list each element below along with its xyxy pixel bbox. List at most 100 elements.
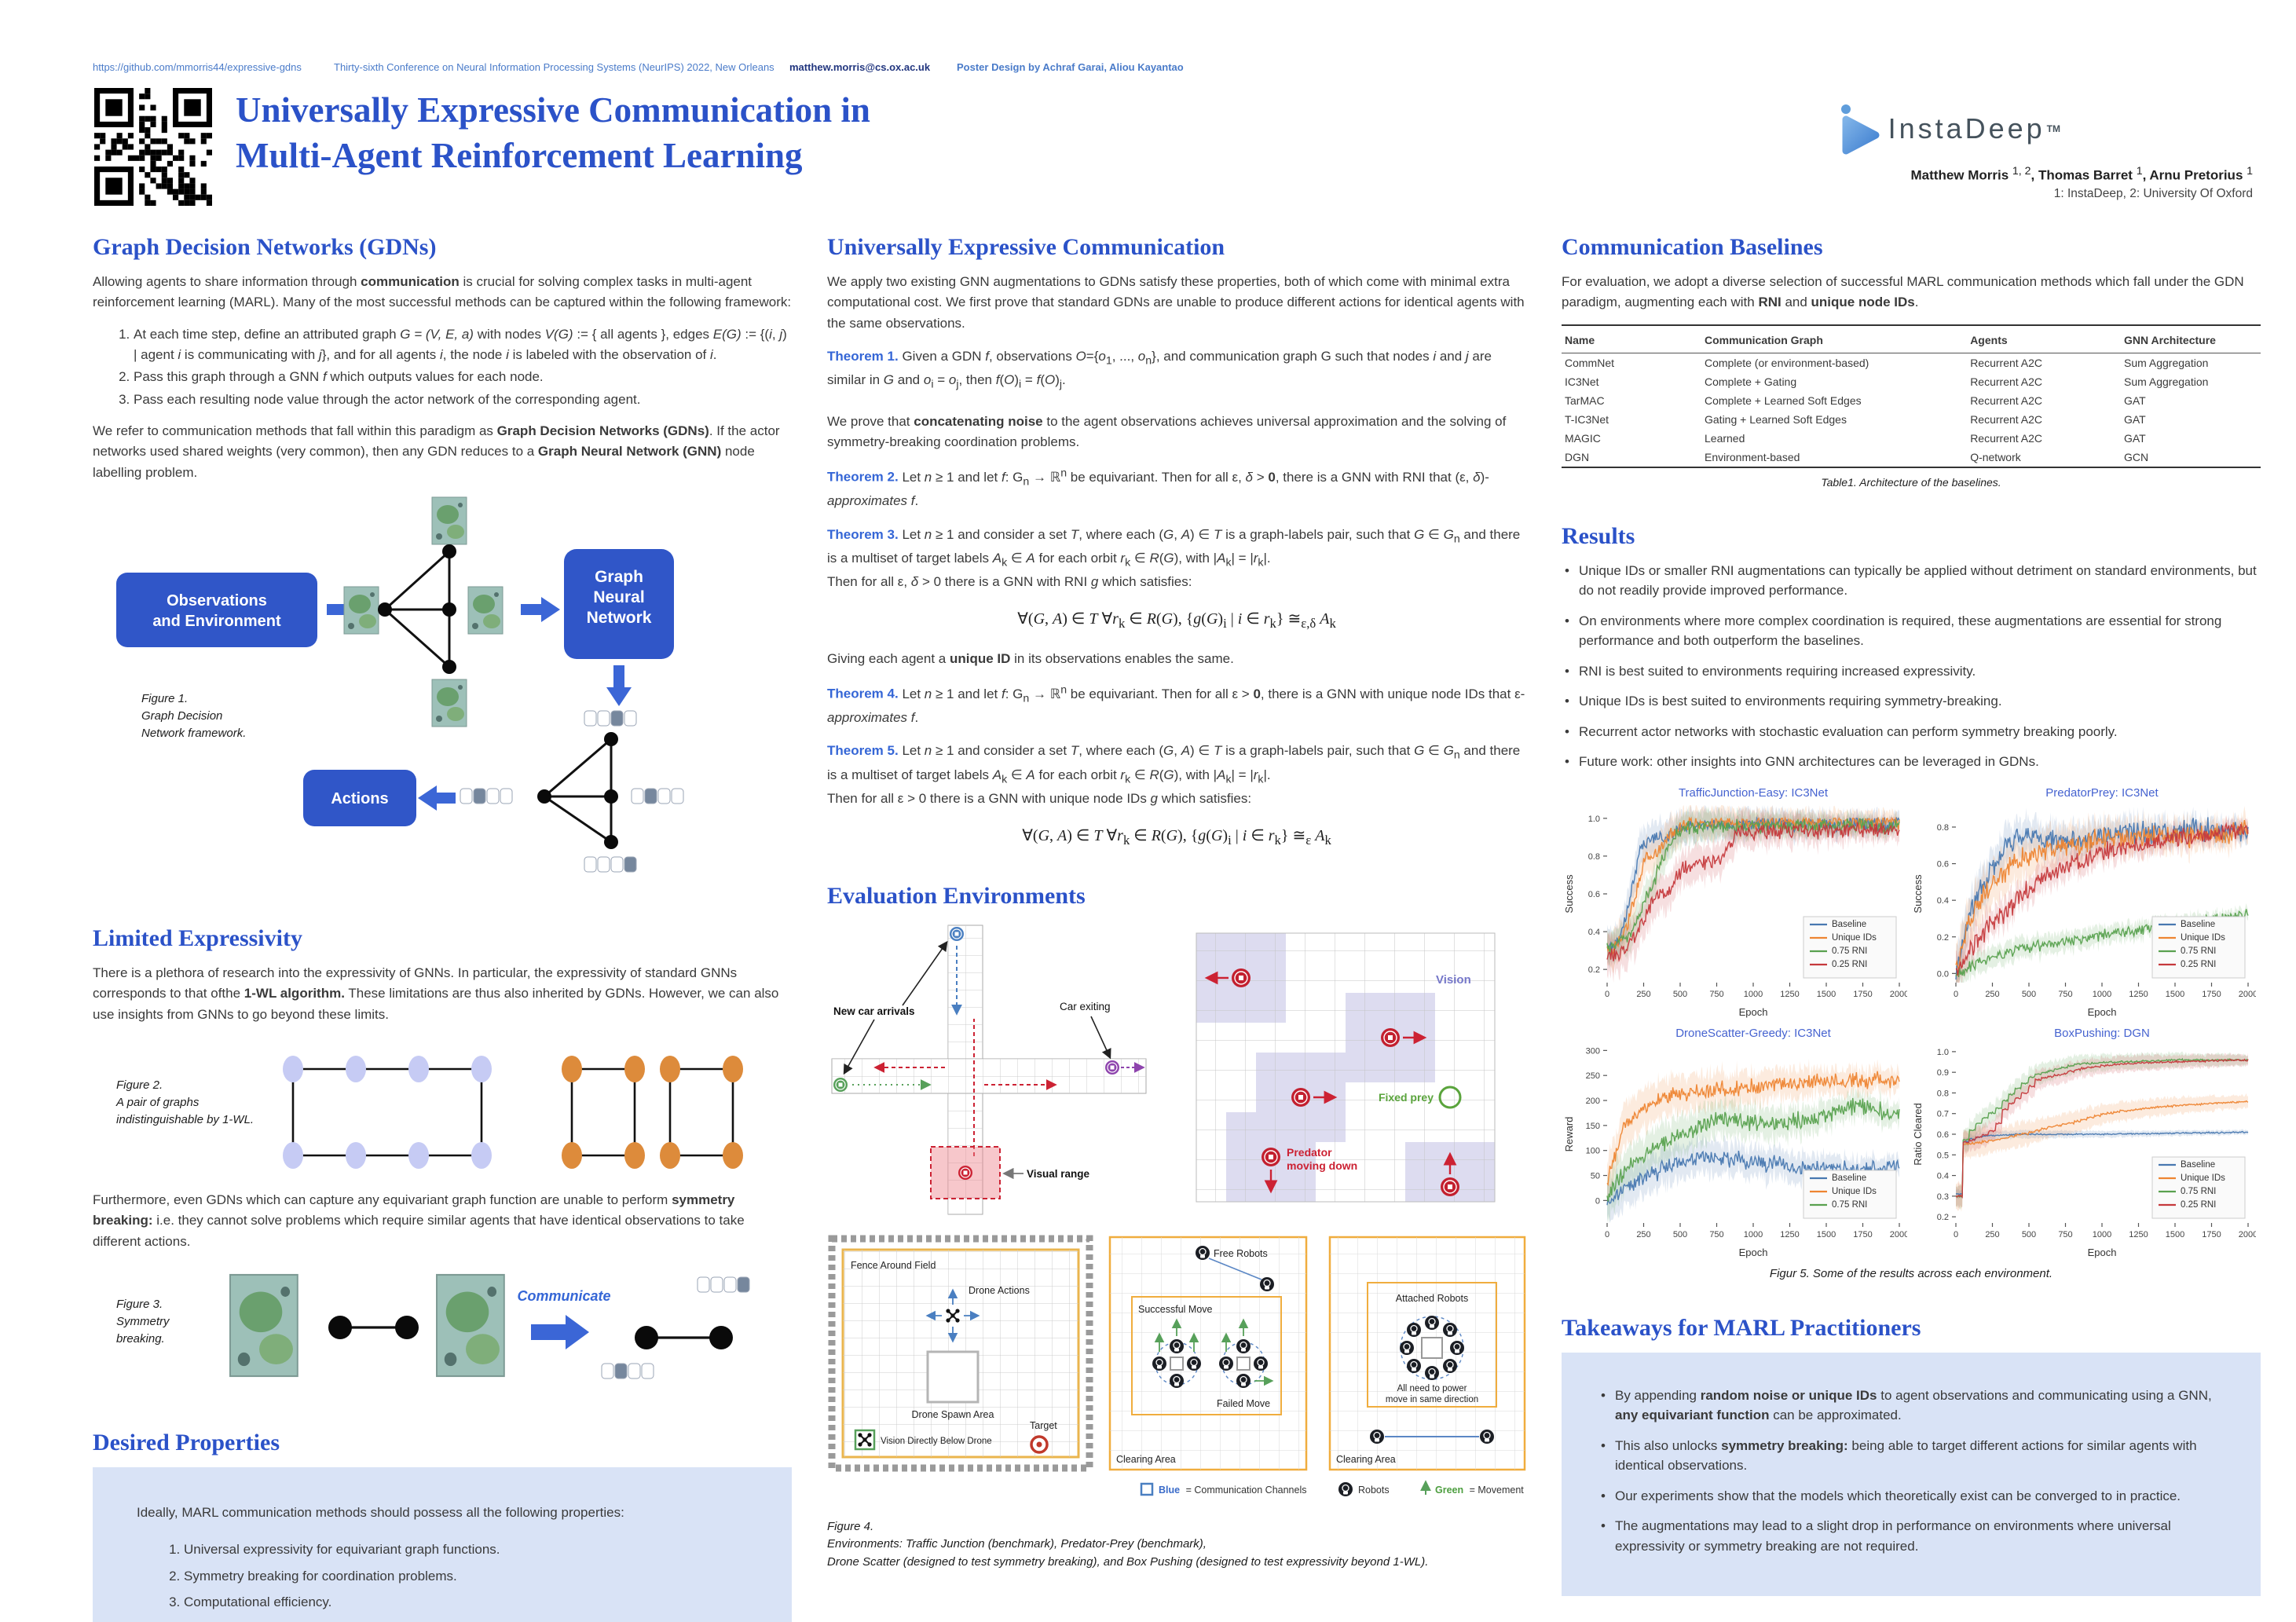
svg-text:0.25 RNI: 0.25 RNI <box>2181 1200 2216 1210</box>
table-header-cell: GNN Architecture <box>2120 324 2261 353</box>
svg-text:0.75 RNI: 0.75 RNI <box>1832 946 1867 956</box>
svg-text:1750: 1750 <box>2202 990 2221 999</box>
env-tile-icon <box>431 679 467 727</box>
communicate-arrow-icon <box>531 1315 589 1350</box>
svg-text:250: 250 <box>1586 1071 1600 1081</box>
actions-box-label: Actions <box>331 790 388 807</box>
legend-green-rest: = Movement <box>1470 1485 1525 1496</box>
cell-comm-graph: Gating + Learned Soft Edges <box>1705 412 1847 426</box>
gdn-intro: Allowing agents to share information thr… <box>93 274 792 310</box>
svg-text:0.75 RNI: 0.75 RNI <box>1832 1200 1867 1210</box>
theorem-2: Theorem 2. Let n ≥ 1 and let f: Gn → ℝn … <box>827 465 1526 511</box>
arrow-right-icon <box>521 597 560 623</box>
fence-label: Fence Around Field <box>851 1260 936 1271</box>
theorem-1: Theorem 1. Given a GDN f, observations O… <box>827 346 1526 394</box>
cell-gnn-arch: GAT <box>2123 394 2146 407</box>
robot-icon <box>1259 1276 1275 1292</box>
cell-agents: Recurrent A2C <box>1970 412 2043 426</box>
svg-text:Unique IDs: Unique IDs <box>1832 1187 1877 1196</box>
value-vector-chips <box>460 710 684 873</box>
uec-p1: We apply two existing GNN augmentations … <box>827 274 1525 331</box>
value-vector-chips <box>697 1276 750 1293</box>
table-row: CommNet Complete (or environment-based) … <box>1562 353 2261 372</box>
svg-text:2000: 2000 <box>1890 990 1907 999</box>
svg-text:2000: 2000 <box>2239 990 2256 999</box>
svg-text:1250: 1250 <box>1780 1230 1799 1239</box>
svg-text:250: 250 <box>1985 1230 1999 1239</box>
svg-text:1500: 1500 <box>2166 990 2184 999</box>
figure4-drone-boxpushing: Fence Around Field Drone Actions Drone S… <box>828 1235 1526 1497</box>
svg-text:Baseline: Baseline <box>2181 920 2215 929</box>
fence-border <box>828 1235 1093 1471</box>
svg-text:1.0: 1.0 <box>1937 1048 1949 1057</box>
svg-text:50: 50 <box>1591 1171 1600 1181</box>
robot-icon <box>1479 1428 1495 1444</box>
svg-text:0.0: 0.0 <box>1937 969 1949 979</box>
cell-name: CommNet <box>1565 356 1615 369</box>
cell-agents: Recurrent A2C <box>1970 375 2043 388</box>
gnn-box-label3: Network <box>587 609 652 627</box>
email-link[interactable]: matthew.morris@cs.ox.ac.uk <box>789 61 931 73</box>
svg-text:1250: 1250 <box>2129 990 2148 999</box>
column-left: Graph Decision Networks (GDNs) Allowing … <box>93 234 792 1622</box>
svg-text:PredatorPrey: IC3Net: PredatorPrey: IC3Net <box>2045 786 2159 800</box>
svg-text:Reward: Reward <box>1563 1116 1575 1152</box>
svg-text:Ratio Cleared: Ratio Cleared <box>1912 1103 1924 1166</box>
robot-cluster-failed <box>1218 1317 1274 1389</box>
table-header-cell: Communication Graph <box>1701 324 1968 353</box>
table-row: T-IC3Net Gating + Learned Soft Edges Rec… <box>1562 410 2261 429</box>
svg-text:TrafficJunction-Easy: IC3Net: TrafficJunction-Easy: IC3Net <box>1679 786 1829 800</box>
svg-text:1500: 1500 <box>2166 1230 2184 1239</box>
svg-text:0.75 RNI: 0.75 RNI <box>2181 946 2216 956</box>
new-car-arrivals-label: New car arrivals <box>833 1005 915 1017</box>
car-exiting-label: Car exiting <box>1060 1001 1111 1012</box>
drone-actions-label: Drone Actions <box>969 1285 1030 1296</box>
cell-agents: Recurrent A2C <box>1970 394 2043 407</box>
svg-text:1750: 1750 <box>2202 1230 2221 1239</box>
drone-scatter-diagram: Fence Around Field Drone Actions Drone S… <box>828 1235 1093 1471</box>
svg-text:2000: 2000 <box>2239 1230 2256 1239</box>
formula-rni: ∀(G, A) ∈ T ∀rk ∈ R(G), {g(G)i | i ∈ rk}… <box>1017 610 1336 631</box>
baselines-table-header: Name Communication Graph Agents GNN Archite… <box>1562 324 2261 353</box>
chart-dronescatter-greedy: DroneScatter-Greedy: IC3Net 0 50 100 150 200 2… <box>1562 1025 1909 1262</box>
svg-text:0.25 RNI: 0.25 RNI <box>1832 960 1867 969</box>
fixed-prey-label: Fixed prey <box>1379 1091 1434 1104</box>
github-link[interactable]: https://github.com/mmorris44/expressive-… <box>93 61 302 73</box>
results-bullet: Unique IDs is best suited to environment… <box>1562 691 2261 712</box>
uec-p2: We prove that concatenating noise to the… <box>827 413 1507 450</box>
gdn-framework-steps: At each time step, define an attributed … <box>93 324 792 410</box>
cell-gnn-arch: GAT <box>2123 412 2146 426</box>
theorem-5-text: Let n ≥ 1 and consider a set T, where ea… <box>827 743 1521 807</box>
visual-range-label: Visual range <box>1027 1168 1090 1180</box>
takeaways-bullet: By appending random noise or unique IDs … <box>1598 1386 2225 1426</box>
svg-text:DroneScatter-Greedy: IC3Net: DroneScatter-Greedy: IC3Net <box>1675 1027 1831 1040</box>
svg-text:250: 250 <box>1985 990 1999 999</box>
results-bullet: Recurrent actor networks with stochastic… <box>1562 722 2261 742</box>
uec-unique-line: Giving each agent a unique ID in its obs… <box>827 650 1234 666</box>
results-bullet: RNI is best suited to environments requi… <box>1562 661 2261 682</box>
theorem-4-label: Theorem 4. <box>827 686 899 701</box>
svg-text:0.75 RNI: 0.75 RNI <box>2181 1187 2216 1196</box>
environment-legend: Blue = Communication Channels Robots Gre… <box>1140 1479 1525 1497</box>
limited-p2: Furthermore, even GDNs which can capture… <box>93 1192 745 1249</box>
robot-cluster-success <box>1152 1317 1202 1389</box>
legend-blue-word: Blue <box>1159 1485 1180 1496</box>
results-bullets: Unique IDs or smaller RNI augmentations … <box>1562 561 2261 772</box>
theorem-5-label: Theorem 5. <box>827 743 899 759</box>
svg-text:500: 500 <box>2022 990 2036 999</box>
page-title: Universally Expressive Communication in M… <box>236 90 870 175</box>
theorem-5: Theorem 5. Let n ≥ 1 and consider a set … <box>827 741 1526 809</box>
svg-text:300: 300 <box>1586 1046 1600 1056</box>
figure1-caption: Figure 1. Graph Decision Network framework… <box>141 692 247 740</box>
svg-text:0.8: 0.8 <box>1588 852 1600 862</box>
agent-node <box>709 1326 733 1350</box>
takeaways-bullet: Our experiments show that the models whi… <box>1598 1486 2225 1507</box>
figure3-symmetry-breaking: Communicate Figure 3. Symmetry breaking. <box>93 1263 792 1395</box>
svg-text:1000: 1000 <box>1744 990 1763 999</box>
figure1-gdn-framework: Observations and Environment <box>93 494 792 891</box>
conference-label: Thirty-sixth Conference on Neural Inform… <box>334 61 774 73</box>
desired-intro: Ideally, MARL communication methods shou… <box>137 1505 624 1521</box>
box-pushing-panel-b: Attached Robots All need to power move i… <box>1328 1236 1526 1470</box>
fixed-prey-icon <box>1438 1086 1462 1108</box>
